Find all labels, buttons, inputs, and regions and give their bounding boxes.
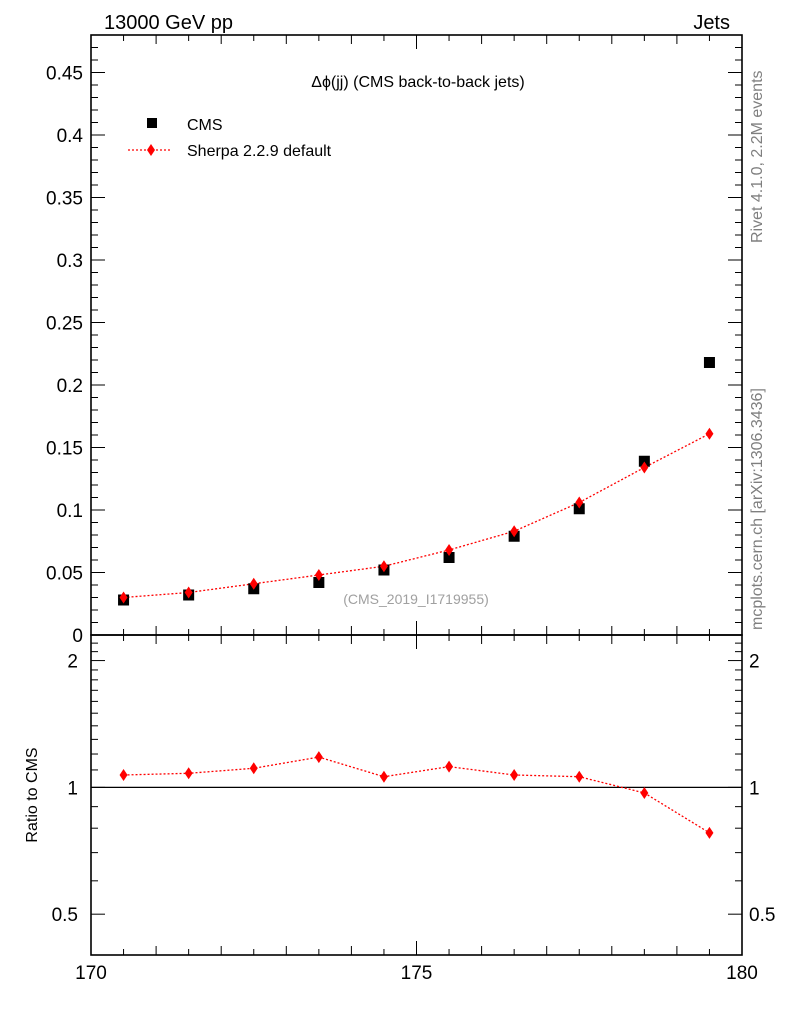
legend-sherpa-marker [147,144,155,156]
ratio-sherpa-point [705,826,714,839]
main-panel: 0 0.05 0.1 0.15 0.2 0.25 0.3 0.35 0.4 0.45 [46,34,743,647]
mcplots-reference-label: mcplots.cern.ch [arXiv:1306.3436] [749,388,766,630]
ratio-sherpa-point [445,760,454,773]
ratio-y-tick-label-left: 0.5 [52,905,78,926]
analysis-id-watermark: (CMS_2019_I1719955) [343,591,489,607]
ratio-sherpa-point [510,768,519,781]
x-tick-label: 170 [75,963,107,984]
ratio-y-axis-label: Ratio to CMS [24,747,41,842]
cms-data-point [313,577,325,588]
sherpa-data-point [249,577,258,590]
ratio-sherpa-point [249,762,258,775]
plot-title: Δϕ(jj) (CMS back-to-back jets) [311,74,524,91]
main-y-tick-label: 0.3 [57,251,83,272]
ratio-y-tick-label-right: 2 [749,652,760,673]
ratio-y-tick-label-left: 2 [67,652,78,673]
sherpa-line [123,433,710,599]
analysis-category-label: Jets [693,12,730,34]
legend-sherpa-label: Sherpa 2.2.9 default [187,143,332,160]
legend-cms-label: CMS [187,117,223,134]
sherpa-data-point [119,591,128,604]
x-tick-label: 175 [401,963,433,984]
main-y-tick-label: 0.35 [46,189,83,210]
cms-data-point [443,552,455,563]
sherpa-data-point [575,496,584,509]
ratio-y-tick-label-right: 1 [749,778,760,799]
main-y-tick-label: 0.2 [57,376,83,397]
legend: CMS Sherpa 2.2.9 default [128,117,332,160]
ratio-sherpa-point [119,768,128,781]
sherpa-data-point [705,427,714,440]
main-y-tick-label: 0.15 [46,439,83,460]
main-y-tick-label: 0 [72,626,83,647]
main-y-tick-label: 0.45 [46,64,83,85]
collision-energy-label: 13000 GeV pp [104,12,233,34]
ratio-y-tick-label-right: 0.5 [749,905,775,926]
ratio-sherpa-point [184,767,193,780]
main-y-tick-label: 0.05 [46,564,83,585]
rivet-version-label: Rivet 4.1.0, 2.2M events [749,70,766,243]
ratio-sherpa-point [314,751,323,764]
sherpa-data-point [510,525,519,538]
main-y-tick-label: 0.4 [57,126,84,147]
main-y-tick-label: 0.25 [46,314,83,335]
ratio-sherpa-line [123,756,710,834]
ratio-sherpa-point [640,786,649,799]
sherpa-data-point [184,586,193,599]
main-y-tick-label: 0.1 [57,501,83,522]
legend-cms-marker [147,118,157,128]
ratio-sherpa-point [379,770,388,783]
x-tick-label: 180 [726,963,758,984]
sherpa-data-point [640,461,649,474]
ratio-panel: 170 175 180 0.5 0.5 1 1 2 2 [52,634,775,984]
ratio-sherpa-point [575,770,584,783]
cms-data-point [638,455,650,467]
sherpa-data-point [379,560,388,573]
ratio-y-tick-label-left: 1 [67,778,78,799]
sherpa-data-point [314,569,323,581]
sherpa-data-point [445,544,454,556]
cms-data-point [573,503,585,515]
cms-data-point [703,357,715,368]
